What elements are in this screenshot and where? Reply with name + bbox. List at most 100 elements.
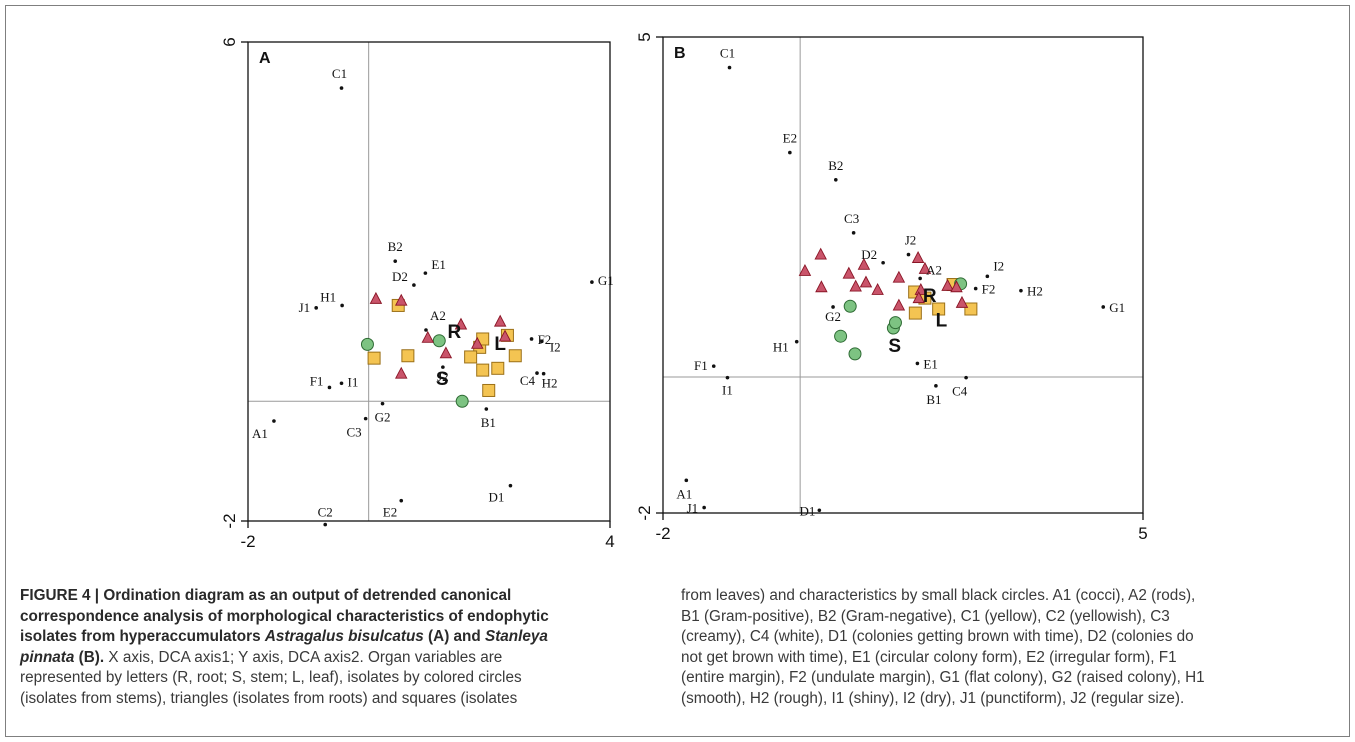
characteristic-dot [535,371,539,375]
organ-label-l: L [936,311,948,332]
root-isolate-triangle [914,282,928,295]
characteristic-dot [684,478,689,483]
organ-label-r: R [447,322,461,343]
root-isolate-triangle [912,291,926,304]
root-isolate-triangle [798,263,812,276]
characteristic-label: E1 [923,356,937,371]
x-tick-label: 5 [1138,524,1147,543]
figure-caption-left: FIGURE 4 | Ordination diagram as an outp… [20,586,549,710]
leaf-isolate-square [508,349,522,363]
characteristic-dot [412,283,416,287]
root-isolate-triangle [892,298,906,311]
leaf-isolate-square [491,361,505,375]
root-isolate-triangle [395,293,408,306]
leaf-isolate-square [932,302,946,316]
root-isolate-triangle [857,257,871,270]
characteristic-label: F1 [694,358,708,373]
characteristic-dot [508,483,513,488]
x-tick-label: -2 [655,524,670,543]
characteristic-label: C1 [332,66,347,81]
characteristic-dot [540,339,544,344]
characteristic-label: J1 [299,300,311,315]
caption-text: (smooth), H2 (rough), I1 (shiny), I2 (dr… [681,689,1185,707]
characteristic-label: C4 [952,384,968,399]
characteristic-dot [831,305,835,309]
characteristic-dot [380,401,385,406]
root-isolate-triangle [369,291,383,304]
characteristic-label: D2 [861,247,877,262]
organ-label-s: S [888,336,901,357]
characteristic-label: D1 [489,490,505,505]
characteristic-label: C1 [720,46,735,61]
characteristic-label: H2 [542,376,558,391]
caption-text: X axis, DCA axis1; Y axis, DCA axis2. Or… [104,648,503,666]
characteristic-dot [788,150,792,155]
characteristic-label: E2 [783,131,797,146]
characteristic-dot [541,371,546,376]
characteristic-dot [327,385,332,390]
root-isolate-triangle [814,247,827,260]
characteristic-label: H1 [773,340,789,355]
caption-text: not get brown with time), E1 (circular c… [681,648,1177,666]
characteristic-label: C2 [318,505,333,520]
caption-text: Astragalus bisulcatus [264,628,424,646]
characteristic-dot [423,271,428,275]
characteristic-label: B2 [388,239,403,254]
stem-isolate-circle [360,337,374,351]
caption-text: B1 (Gram-positive), B2 (Gram-negative), … [681,607,1170,625]
root-isolate-triangle [849,279,862,292]
characteristic-label: E1 [431,257,445,272]
root-isolate-triangle [421,330,435,343]
panel-b: -2 5 5 -2 B C1 E2 B2 C3 J2 D2 A2 I2 F2 H2 G1 G2 H1 F1 I1 E1 B… [635,32,1148,543]
caption-line: represented by letters (R, root; S, stem… [20,668,549,689]
caption-line: (isolates from stems), triangles (isolat… [20,689,549,710]
characteristic-dot [711,364,716,368]
root-isolate-triangle [454,317,468,330]
root-isolate-triangle [395,366,408,379]
characteristic-label: F2 [982,282,996,297]
characteristic-dot [1019,288,1023,293]
leaf-isolate-square [464,350,478,364]
caption-line: (creamy), C4 (white), D1 (colonies getti… [681,627,1205,648]
characteristic-dot [725,375,730,380]
caption-text: Stanleya [485,628,548,646]
figure-frame [5,5,1350,737]
caption-line: from leaves) and characteristics by smal… [681,586,1205,607]
characteristic-label: C4 [520,373,536,388]
y-tick-label: -2 [635,505,654,520]
organ-label-r: R [923,286,937,307]
characteristic-dot [339,381,344,386]
plot-frame [662,36,1144,514]
characteristic-label: H2 [1027,284,1043,299]
leaf-isolate-square [401,349,415,363]
characteristic-label: G2 [375,410,391,425]
root-isolate-triangle [955,295,969,308]
characteristic-label: I1 [348,374,359,389]
characteristic-label: A1 [676,486,692,501]
characteristic-label: I1 [722,383,733,398]
characteristic-label: J2 [437,369,449,384]
characteristic-label: G1 [1109,300,1125,315]
characteristic-dot [915,361,920,366]
characteristic-dot [934,384,938,388]
root-isolate-triangle [439,346,453,359]
characteristic-dot [323,522,328,527]
root-isolate-triangle [892,270,906,283]
stem-isolate-circle [455,394,469,408]
characteristic-label: I2 [993,258,1004,273]
organ-label-s: S [436,369,449,390]
caption-text: FIGURE 4 | Ordination diagram as an outp… [20,587,512,604]
characteristic-dot [918,276,922,281]
characteristic-label: C3 [346,425,361,440]
caption-text: from leaves) and characteristics by smal… [681,587,1196,604]
characteristic-dot [272,419,276,423]
characteristic-label: D2 [392,269,408,284]
root-isolate-triangle [493,314,507,327]
caption-line: (entire margin), F2 (undulate margin), G… [681,668,1205,689]
stem-isolate-circle [432,334,446,348]
characteristic-dot [424,328,428,332]
characteristic-label: A2 [926,262,942,277]
characteristic-dot [393,259,398,263]
